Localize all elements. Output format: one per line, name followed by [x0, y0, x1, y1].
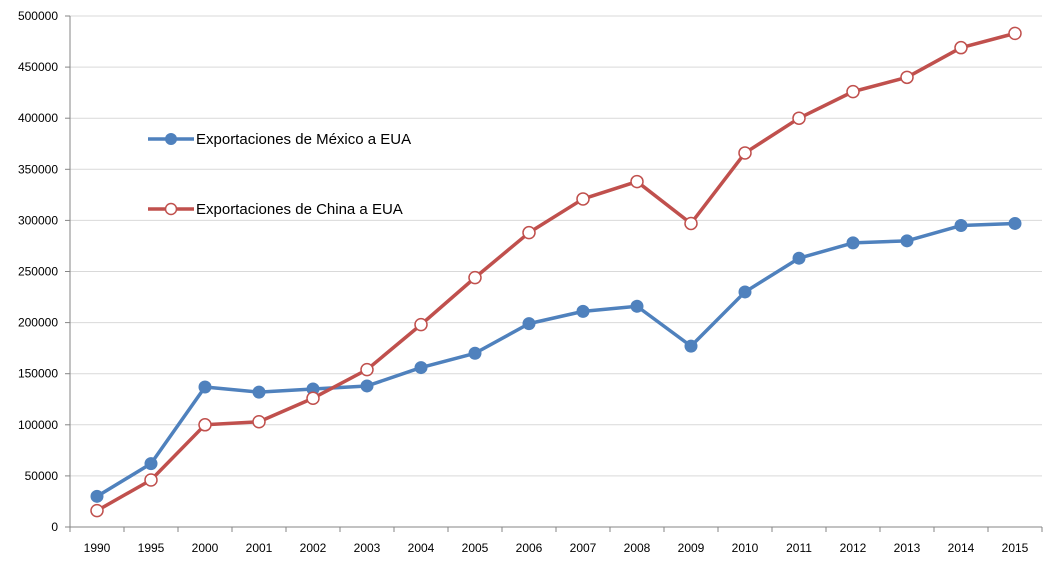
- x-tick-label: 2014: [948, 541, 975, 555]
- data-point-mexico: [576, 304, 590, 318]
- data-point-china: [90, 503, 104, 518]
- x-tick-label: 1990: [84, 541, 111, 555]
- data-point-mexico: [252, 385, 266, 399]
- data-point-china: [738, 146, 752, 160]
- series-line-mexico: [95, 221, 1017, 499]
- data-point-mexico: [414, 361, 428, 375]
- data-point-china: [954, 40, 968, 55]
- x-tick-label: 2004: [408, 541, 435, 555]
- y-tick-label: 400000: [18, 111, 58, 125]
- x-tick-label: 2015: [1002, 541, 1029, 555]
- x-tick-label: 2009: [678, 541, 705, 555]
- x-tick-label: 2007: [570, 541, 597, 555]
- data-point-mexico: [738, 285, 752, 299]
- y-tick-label: 300000: [18, 213, 58, 227]
- legend-label-mexico: Exportaciones de México a EUA: [196, 131, 411, 148]
- data-point-china: [1008, 26, 1022, 41]
- legend-marker-china: [164, 202, 178, 216]
- data-point-china: [252, 414, 266, 429]
- legend-marker-mexico: [165, 133, 177, 145]
- y-tick-label: 200000: [18, 316, 58, 330]
- y-tick-label: 0: [51, 520, 58, 534]
- data-point-mexico: [522, 317, 536, 331]
- y-tick-label: 350000: [18, 162, 58, 176]
- y-tick-label: 150000: [18, 367, 58, 381]
- data-point-china: [144, 473, 158, 487]
- data-point-mexico: [792, 251, 806, 265]
- data-point-mexico: [468, 346, 482, 360]
- x-tick-label: 2005: [462, 541, 489, 555]
- legend: Exportaciones de México a EUA Exportacion…: [148, 131, 411, 218]
- data-point-china: [630, 174, 644, 189]
- x-tick-label: 2001: [246, 541, 273, 555]
- x-tick-label: 2003: [354, 541, 381, 555]
- data-point-mexico: [1008, 216, 1022, 230]
- y-tick-label: 50000: [25, 469, 59, 483]
- data-point-china: [360, 362, 374, 377]
- series-line-china: [95, 31, 1017, 513]
- gridlines: [70, 15, 1042, 477]
- data-point-mexico: [198, 380, 212, 394]
- y-tick-label: 100000: [18, 418, 58, 432]
- x-tick-label: 1995: [138, 541, 165, 555]
- x-tick-label: 2002: [300, 541, 327, 555]
- data-point-china: [900, 70, 914, 85]
- data-point-mexico: [954, 219, 968, 233]
- data-point-china: [684, 216, 698, 231]
- x-tick-label: 2000: [192, 541, 219, 555]
- x-tick-label: 2008: [624, 541, 651, 555]
- series: [90, 26, 1022, 518]
- axes: [65, 15, 1043, 532]
- data-point-china: [846, 84, 860, 99]
- data-point-china: [306, 391, 320, 405]
- data-point-china: [198, 418, 212, 432]
- data-point-mexico: [684, 339, 698, 353]
- data-point-mexico: [630, 299, 644, 313]
- x-tick-label: 2012: [840, 541, 867, 555]
- data-point-china: [522, 225, 536, 240]
- data-point-mexico: [846, 236, 860, 250]
- x-axis-tick-labels: 1990 1995 2000 2001 2002 2003 2004 2005 2006 2007…: [84, 541, 1029, 555]
- data-point-china: [576, 192, 590, 206]
- x-tick-label: 2006: [516, 541, 543, 555]
- data-point-china: [414, 317, 428, 332]
- y-tick-label: 500000: [18, 9, 58, 23]
- legend-label-china: Exportaciones de China a EUA: [196, 201, 403, 218]
- data-point-mexico: [900, 234, 914, 248]
- y-axis-tick-labels: 0 50000 100000 150000 200000 250000 300000 3500…: [18, 9, 58, 534]
- x-tick-label: 2010: [732, 541, 759, 555]
- x-tick-label: 2013: [894, 541, 921, 555]
- data-point-mexico: [90, 489, 104, 503]
- y-tick-label: 450000: [18, 60, 58, 74]
- data-point-china: [468, 270, 482, 285]
- data-point-mexico: [144, 457, 158, 471]
- data-point-china: [792, 111, 806, 125]
- y-tick-label: 250000: [18, 265, 58, 279]
- x-tick-label: 2011: [786, 541, 812, 555]
- data-point-mexico: [360, 379, 374, 393]
